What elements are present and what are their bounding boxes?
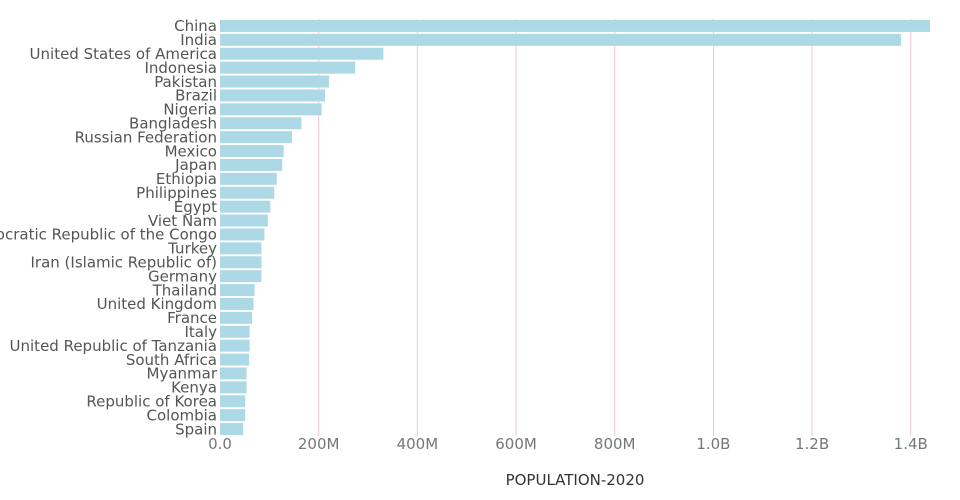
bar	[220, 214, 268, 227]
bar	[220, 47, 384, 60]
category-label: Kenya	[171, 379, 217, 397]
bar	[220, 423, 244, 436]
category-label: South Africa	[126, 351, 217, 369]
category-label: Iran (Islamic Republic of)	[31, 254, 218, 272]
bar	[220, 228, 265, 241]
category-label: Thailand	[152, 281, 217, 299]
bar	[220, 284, 255, 297]
bar	[220, 61, 356, 74]
bar	[220, 89, 326, 102]
bar	[220, 339, 250, 352]
category-label: Germany	[148, 267, 217, 285]
grid-lines	[318, 19, 912, 436]
bar	[220, 75, 330, 88]
bar	[220, 242, 262, 255]
category-label: France	[167, 309, 217, 327]
bar	[220, 186, 275, 199]
x-tick-label: 0.0	[208, 435, 232, 453]
bar	[220, 311, 253, 324]
bar	[220, 395, 246, 408]
category-label: India	[180, 31, 217, 49]
category-label: Spain	[175, 420, 217, 438]
category-label: Turkey	[167, 240, 217, 258]
bar	[220, 103, 322, 116]
bar	[220, 33, 901, 46]
category-label: Colombia	[147, 406, 218, 424]
category-label: Egypt	[174, 198, 217, 216]
category-label: United States of America	[30, 45, 217, 63]
x-tick-label: 800M	[594, 435, 636, 453]
bar	[220, 172, 277, 185]
bar	[220, 381, 247, 394]
x-tick-label: 200M	[298, 435, 340, 453]
bar	[220, 19, 930, 32]
x-axis-title: POPULATION-2020	[506, 471, 645, 489]
category-label: Japan	[174, 156, 217, 174]
category-label: Republic of Korea	[86, 393, 217, 411]
bar	[220, 367, 247, 380]
category-label: Philippines	[136, 184, 217, 202]
x-tick-label: 1.0B	[696, 435, 730, 453]
bar	[220, 131, 293, 144]
bar	[220, 270, 262, 283]
category-label: Bangladesh	[129, 115, 217, 133]
bar	[220, 117, 302, 130]
category-label: Viet Nam	[148, 212, 217, 230]
category-label: Myanmar	[147, 365, 218, 383]
category-label: Nigeria	[163, 101, 217, 119]
bar	[220, 325, 250, 338]
category-label: China	[174, 17, 217, 35]
bar	[220, 256, 262, 269]
category-label: Italy	[184, 323, 217, 341]
category-label: Indonesia	[144, 59, 217, 77]
x-tick-label: 400M	[397, 435, 439, 453]
x-tick-label: 1.4B	[894, 435, 928, 453]
bars	[220, 19, 930, 436]
x-tick-label: 1.2B	[795, 435, 829, 453]
bar	[220, 409, 246, 422]
bar	[220, 145, 284, 158]
x-axis-ticks: 0.0 200M 400M 600M 800M 1.0B 1.2B 1.4B	[208, 435, 928, 453]
category-label: Democratic Republic of the Congo	[0, 226, 217, 244]
category-label: Mexico	[165, 142, 217, 160]
x-tick-label: 600M	[495, 435, 537, 453]
category-label: United Kingdom	[97, 295, 217, 313]
category-label: Russian Federation	[75, 128, 217, 146]
category-label: Ethiopia	[156, 170, 217, 188]
category-label: Pakistan	[154, 73, 217, 91]
bar	[220, 297, 254, 310]
bar	[220, 158, 283, 171]
bar	[220, 353, 250, 366]
bar	[220, 200, 271, 213]
category-label: United Republic of Tanzania	[10, 337, 217, 355]
category-label: Brazil	[175, 87, 217, 105]
